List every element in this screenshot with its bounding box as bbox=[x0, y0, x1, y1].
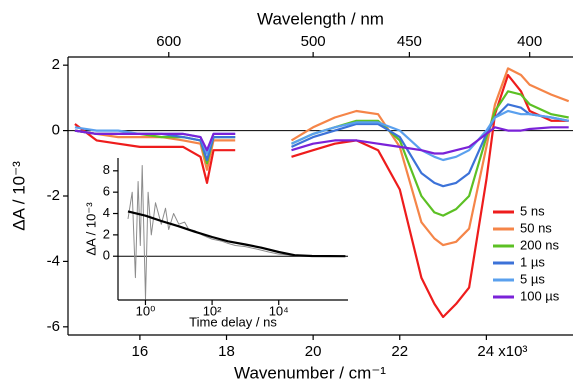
x-tick-label: 10² bbox=[203, 303, 222, 318]
y-tick-label: 2 bbox=[103, 226, 110, 241]
top-tick-label: 500 bbox=[301, 33, 326, 50]
y-tick-label: 4 bbox=[103, 205, 110, 220]
legend-label: 200 ns bbox=[520, 237, 560, 252]
legend-label: 5 ns bbox=[520, 203, 545, 218]
x-axis-title: Wavenumber / cm⁻¹ bbox=[234, 363, 386, 382]
top-tick-label: 600 bbox=[156, 33, 181, 50]
x-axis-title: Time delay / ns bbox=[189, 314, 277, 329]
y-tick-label: 2 bbox=[52, 56, 60, 73]
legend-label: 5 µs bbox=[520, 271, 545, 286]
y-tick-label: 0 bbox=[103, 248, 110, 263]
y-tick-label: 0 bbox=[52, 122, 60, 139]
x-tick-label: 18 bbox=[218, 343, 235, 360]
legend-label: 1 µs bbox=[520, 254, 545, 269]
x-tick-label: 22 bbox=[391, 343, 408, 360]
x-tick-label: 16 bbox=[132, 343, 149, 360]
main-plot bbox=[68, 67, 573, 319]
x-tick-label: 10⁰ bbox=[136, 303, 156, 318]
legend-label: 100 µs bbox=[520, 288, 560, 303]
x-tick-label: 20 bbox=[305, 343, 322, 360]
y-axis-title: ΔA / 10⁻³ bbox=[83, 202, 98, 256]
series-line bbox=[127, 210, 346, 258]
y-tick-label: 6 bbox=[103, 184, 110, 199]
inset-plot bbox=[118, 165, 348, 300]
top-tick-label: 450 bbox=[397, 33, 422, 50]
legend-label: 50 ns bbox=[520, 220, 552, 235]
top-tick-label: 400 bbox=[517, 33, 542, 50]
y-tick-label: -2 bbox=[47, 187, 60, 204]
top-axis-title: Wavelength / nm bbox=[257, 9, 384, 28]
series-line bbox=[74, 126, 569, 155]
series-line bbox=[74, 67, 570, 247]
series-line bbox=[127, 165, 346, 300]
y-tick-label: 8 bbox=[103, 162, 110, 177]
x-tick-label: 24 x10³ bbox=[477, 343, 527, 360]
series-line bbox=[74, 90, 569, 217]
x-tick-label: 10⁴ bbox=[269, 303, 289, 318]
y-axis-title: ΔA / 10⁻³ bbox=[9, 161, 28, 231]
y-tick-label: -4 bbox=[47, 252, 60, 269]
y-tick-label: -6 bbox=[47, 318, 60, 335]
